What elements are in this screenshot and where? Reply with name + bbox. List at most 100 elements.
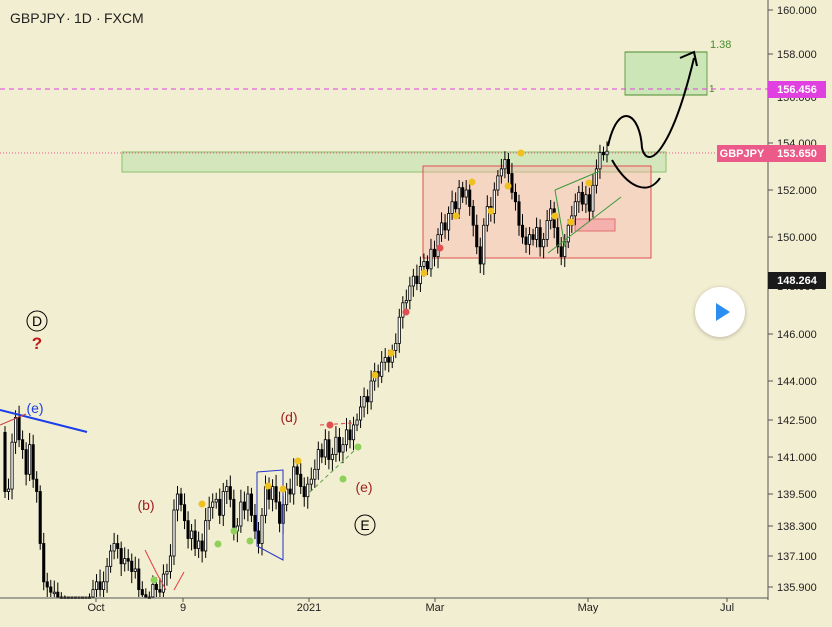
x-tick-label: Mar	[426, 602, 445, 614]
x-tick-label: May	[578, 602, 599, 614]
symbol-tag-text: GBPJPY	[720, 148, 765, 160]
candle-body	[545, 220, 549, 240]
pivot-dot	[198, 500, 206, 508]
candle-body	[154, 584, 158, 590]
candle-body	[542, 239, 546, 248]
candle-body	[411, 275, 415, 287]
pivot-dot	[436, 244, 444, 252]
candle-body	[559, 246, 563, 258]
candle-body	[341, 444, 345, 453]
candle-body	[355, 419, 359, 426]
candle-body	[218, 498, 222, 516]
candle-body	[513, 191, 518, 203]
candle-body	[179, 493, 183, 506]
candle-body	[49, 586, 53, 593]
candle-body	[447, 213, 451, 231]
candle-body	[369, 380, 373, 403]
candle-body	[306, 483, 310, 498]
candle-body	[91, 589, 95, 598]
candle-body	[116, 543, 120, 549]
last-price-tag-bg	[768, 145, 826, 162]
candle-body	[556, 227, 560, 248]
candle-body	[21, 439, 25, 451]
candle-body	[464, 189, 468, 198]
candle-body	[432, 248, 437, 257]
wave-line-b	[144, 549, 167, 591]
candle-body	[285, 488, 289, 506]
x-axis[interactable]: Oct 9 2021 Mar May Jul	[87, 598, 734, 614]
candle-body	[211, 501, 215, 508]
y-tick-label: 139.500	[777, 489, 817, 501]
pivot-dot	[230, 527, 238, 535]
header-separator-2: ·	[96, 10, 101, 26]
pivot-dot	[420, 269, 428, 277]
channel-left	[554, 189, 566, 248]
candle-body	[520, 224, 525, 238]
candle-body	[524, 236, 528, 245]
pivot-dot	[551, 212, 559, 220]
candle-body	[109, 550, 113, 567]
triangle-blue	[256, 469, 284, 561]
pivot-dot	[279, 485, 287, 493]
candle-body	[348, 429, 352, 441]
candle-body	[535, 227, 539, 240]
wave-label-e-blue: (e)	[26, 400, 43, 416]
candle-body	[334, 436, 338, 455]
crosshair-price-text: 148.264	[777, 275, 818, 287]
wave-line-b2	[173, 571, 185, 591]
candle-body	[408, 285, 412, 301]
candle-body	[105, 565, 109, 583]
candle-body	[246, 493, 250, 511]
candle-body	[471, 206, 475, 226]
candle-body	[425, 261, 430, 270]
candle-body	[98, 581, 102, 590]
y-tick-label: 144.000	[777, 376, 817, 388]
y-tick-label: 160.000	[777, 5, 817, 17]
candle-body	[549, 208, 553, 221]
play-button[interactable]	[695, 287, 745, 337]
play-icon	[716, 303, 730, 321]
y-tick-label: 150.000	[777, 232, 817, 244]
candle-body	[302, 486, 306, 498]
candle-body	[123, 558, 127, 565]
candle-body	[193, 530, 197, 549]
candle-body	[299, 473, 303, 487]
wave-E-circle	[354, 514, 376, 536]
candle-body	[366, 396, 370, 403]
candle-body	[482, 224, 486, 265]
candle-body	[359, 406, 363, 421]
interval-label[interactable]: 1D	[74, 10, 92, 26]
candle-body	[3, 431, 7, 492]
candle-body	[397, 316, 401, 344]
projection-arrowhead	[679, 50, 698, 67]
candle-body	[221, 491, 225, 516]
x-tick-label: Oct	[87, 602, 104, 614]
candle-body	[165, 571, 169, 575]
candle-body	[461, 187, 465, 198]
symbol-tag-bg	[717, 145, 768, 162]
candle-body	[362, 396, 366, 408]
pivot-dot	[487, 207, 495, 215]
y-tick-label: 141.000	[777, 452, 817, 464]
wave-label-b: (b)	[137, 497, 154, 513]
candle-body	[42, 543, 46, 583]
pivot-dots	[150, 149, 593, 584]
candle-body	[323, 439, 327, 458]
y-tick-label: 152.000	[777, 185, 817, 197]
pivot-dot	[567, 218, 575, 226]
candle-body	[506, 159, 510, 174]
y-axis[interactable]: 135.900 137.100 138.300 139.500 141.000 142.5…	[768, 5, 817, 594]
candle-body	[232, 498, 236, 532]
candle-body	[538, 227, 542, 248]
price-tag-crosshair: 148.264	[768, 272, 826, 289]
candle-body	[190, 530, 194, 539]
candle-body	[24, 449, 28, 475]
y-tick-label: 138.300	[777, 521, 817, 533]
pivot-dot	[402, 308, 410, 316]
y-tick-label: 135.900	[777, 582, 817, 594]
candle-body	[31, 444, 35, 480]
pivot-dot	[214, 540, 222, 548]
candle-body	[45, 581, 49, 588]
